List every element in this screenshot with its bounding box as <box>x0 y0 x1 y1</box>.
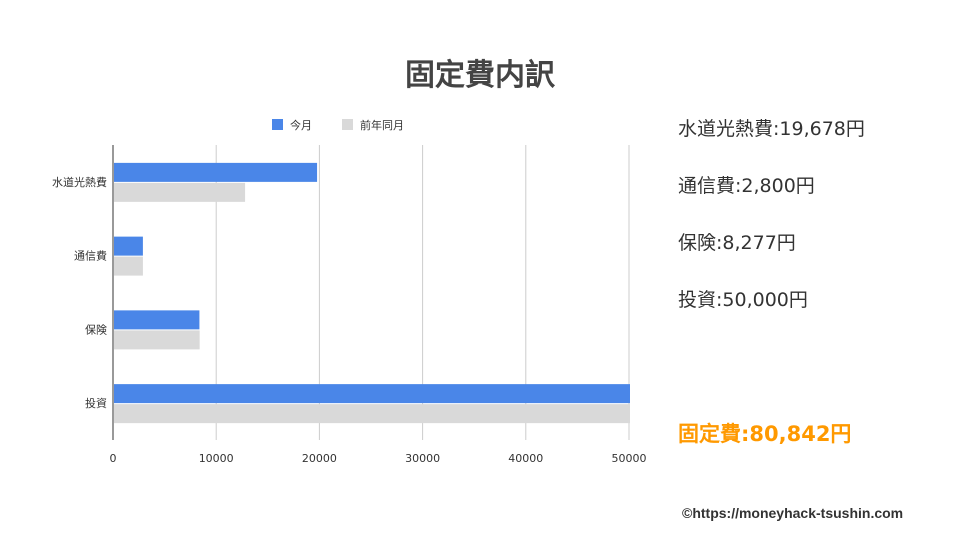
summary-utilities: 水道光熱費:19,678円 <box>678 118 865 140</box>
x-tick-label: 20000 <box>302 452 337 465</box>
y-category-label: 通信費 <box>74 249 107 263</box>
bar-previous <box>114 404 630 424</box>
chart-title: 固定費内訳 <box>405 58 555 93</box>
y-category-label: 水道光熱費 <box>52 175 107 189</box>
legend-swatch-previous <box>342 119 353 130</box>
summary-insurance: 保険:8,277円 <box>678 232 796 254</box>
summary-total: 固定費:80,842円 <box>678 422 852 446</box>
bar-previous <box>114 256 143 276</box>
x-tick-label: 30000 <box>405 452 440 465</box>
x-tick-label: 50000 <box>612 452 647 465</box>
y-category-label: 保険 <box>85 322 107 336</box>
bar-current <box>114 236 143 256</box>
bar-current <box>114 310 200 330</box>
legend-label-current: 今月 <box>290 118 312 132</box>
site-credit: ©https://moneyhack-tsushin.com <box>682 505 904 521</box>
y-category-label: 投資 <box>85 396 107 410</box>
summary-investment: 投資:50,000円 <box>678 289 808 311</box>
bar-current <box>114 384 630 404</box>
x-tick-label: 0 <box>110 452 117 465</box>
legend-swatch-current <box>272 119 283 130</box>
summary-communication: 通信費:2,800円 <box>678 175 815 197</box>
bar-previous <box>114 182 246 202</box>
x-tick-label: 40000 <box>508 452 543 465</box>
legend-label-previous: 前年同月 <box>360 118 404 132</box>
bar-previous <box>114 330 200 350</box>
x-tick-label: 10000 <box>199 452 234 465</box>
bar-current <box>114 162 318 182</box>
